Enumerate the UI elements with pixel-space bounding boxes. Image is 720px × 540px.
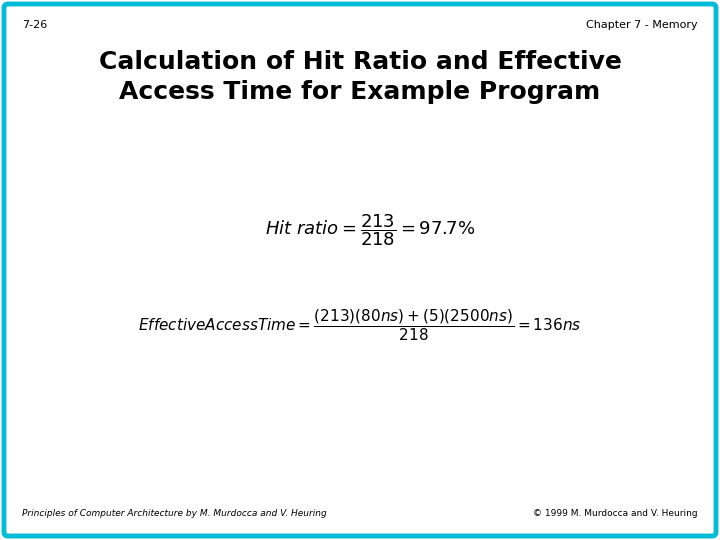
Text: $\mathit{Hit\ ratio} = \dfrac{213}{218} = 97.7\%$: $\mathit{Hit\ ratio} = \dfrac{213}{218} … (265, 212, 475, 248)
Text: 7-26: 7-26 (22, 20, 48, 30)
Text: © 1999 M. Murdocca and V. Heuring: © 1999 M. Murdocca and V. Heuring (534, 509, 698, 518)
Text: Calculation of Hit Ratio and Effective: Calculation of Hit Ratio and Effective (99, 50, 621, 74)
Text: $\mathit{EffectiveAccessTime} = \dfrac{(213)(80\mathit{ns}) + (5)(2500\mathit{ns: $\mathit{EffectiveAccessTime} = \dfrac{(… (138, 307, 582, 343)
Text: Access Time for Example Program: Access Time for Example Program (120, 80, 600, 104)
Text: Chapter 7 - Memory: Chapter 7 - Memory (586, 20, 698, 30)
Text: Principles of Computer Architecture by M. Murdocca and V. Heuring: Principles of Computer Architecture by M… (22, 509, 327, 518)
FancyBboxPatch shape (4, 4, 716, 536)
